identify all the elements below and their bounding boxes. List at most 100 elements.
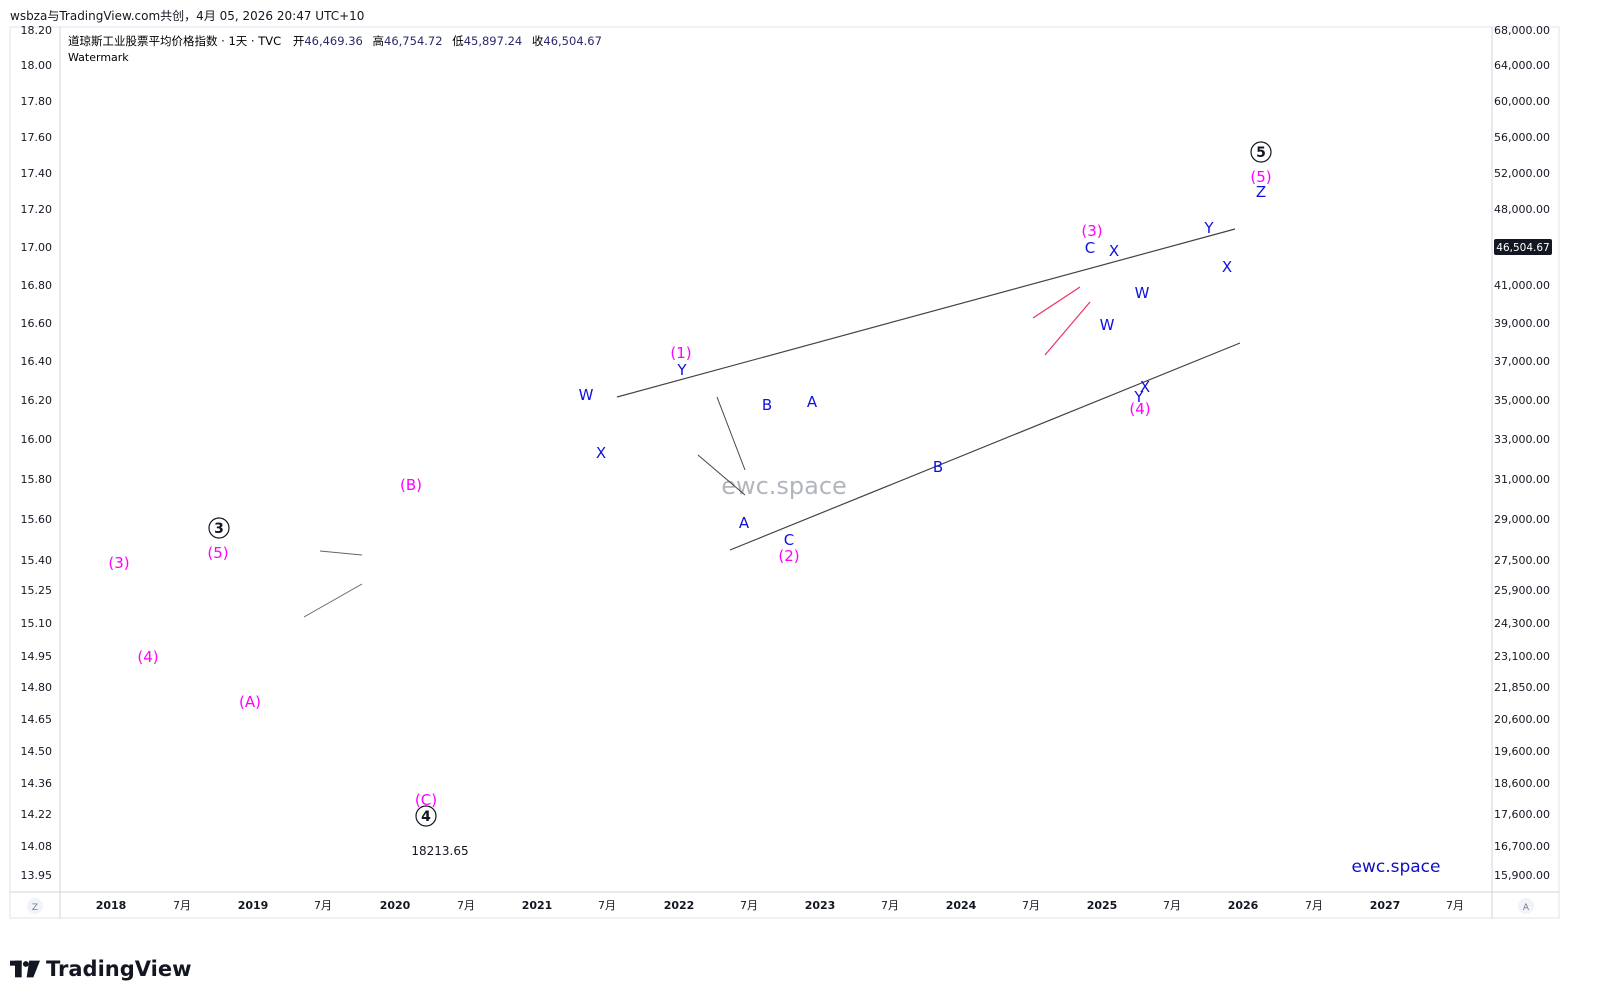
wave-label: 3 bbox=[214, 521, 224, 537]
right-axis-tick: 52,000.00 bbox=[1494, 167, 1550, 180]
left-axis-tick: 18.20 bbox=[21, 24, 53, 37]
wave-label: X bbox=[1109, 242, 1119, 260]
wave-label-circle bbox=[208, 517, 230, 539]
wedge-line-a[interactable] bbox=[697, 454, 746, 496]
left-axis-tick: 17.80 bbox=[21, 95, 53, 108]
wave-label: (C) bbox=[415, 791, 437, 809]
left-axis-tick: 17.40 bbox=[21, 167, 53, 180]
right-axis-tick: 31,000.00 bbox=[1494, 473, 1550, 486]
left-axis-tick: 16.80 bbox=[21, 279, 53, 292]
wave-label: B bbox=[762, 396, 772, 414]
wave-labels: (3)(4)(5)3(A)(B)(C)418213.65WX(1)YABC(2)… bbox=[108, 141, 1272, 858]
time-axis-tick: 2022 bbox=[664, 899, 695, 912]
right-axis-tick: 24,300.00 bbox=[1494, 617, 1550, 630]
watermark-corner: ewc.space bbox=[1352, 857, 1441, 877]
left-axis-tick: 17.60 bbox=[21, 131, 53, 144]
log-scale-button[interactable] bbox=[27, 898, 43, 914]
left-axis-tick: 13.95 bbox=[21, 869, 53, 882]
time-axis-tick: 2019 bbox=[238, 899, 269, 912]
watermark-center: ewc.space bbox=[721, 472, 847, 500]
left-axis-tick: 14.22 bbox=[21, 808, 53, 821]
time-axis-tick: 2018 bbox=[96, 899, 127, 912]
ohlc-low-value: 45,897.24 bbox=[464, 34, 523, 48]
time-axis-tick: 7月 bbox=[881, 899, 899, 912]
time-axis-tick: 2020 bbox=[380, 899, 411, 912]
triangle-line-upper[interactable] bbox=[319, 550, 363, 556]
left-axis-tick: 16.60 bbox=[21, 317, 53, 330]
wave-label: 4 bbox=[421, 809, 431, 825]
ohlc-close-label: 收 bbox=[532, 34, 544, 48]
auto-scale-button[interactable] bbox=[1518, 898, 1534, 914]
triangle-line-lower[interactable] bbox=[303, 583, 363, 618]
last-price-tag bbox=[1494, 239, 1552, 255]
time-axis-tick: 7月 bbox=[1163, 899, 1181, 912]
left-axis-tick: 17.20 bbox=[21, 203, 53, 216]
red-channel-lower[interactable] bbox=[1044, 301, 1091, 356]
right-axis-tick: 68,000.00 bbox=[1494, 24, 1550, 37]
wave-label: (3) bbox=[108, 554, 129, 572]
red-channel-upper[interactable] bbox=[1032, 286, 1081, 319]
wave-label: 18213.65 bbox=[411, 844, 468, 858]
time-axis-tick: 7月 bbox=[1446, 899, 1464, 912]
left-axis-tick: 14.50 bbox=[21, 745, 53, 758]
wave-label: (5) bbox=[207, 544, 228, 562]
right-axis-tick: 35,000.00 bbox=[1494, 394, 1550, 407]
right-axis-tick: 16,700.00 bbox=[1494, 840, 1550, 853]
brand-name: TradingView bbox=[46, 957, 192, 981]
left-axis-tick: 14.65 bbox=[21, 713, 53, 726]
right-axis-tick: 41,000.00 bbox=[1494, 279, 1550, 292]
ohlc-high-value: 46,754.72 bbox=[384, 34, 443, 48]
ohlc-close-value: 46,504.67 bbox=[543, 34, 602, 48]
attribution-text: wsbza与TradingView.com共创，4月 05, 2026 20:4… bbox=[10, 9, 365, 23]
wave-label: Y bbox=[676, 361, 687, 379]
wave-label: (B) bbox=[400, 476, 422, 494]
left-axis[interactable]: 18.20 18.00 17.80 17.60 17.40 17.20 17.00 16.80… bbox=[21, 24, 53, 882]
right-axis-tick: 56,000.00 bbox=[1494, 131, 1550, 144]
wave-label: (4) bbox=[1129, 400, 1150, 418]
wave-label: W bbox=[1100, 316, 1115, 334]
tradingview-logo-icon bbox=[10, 960, 40, 978]
left-axis-tick: 14.08 bbox=[21, 840, 53, 853]
wedge-line-b[interactable] bbox=[716, 396, 746, 471]
right-axis-tick: 21,850.00 bbox=[1494, 681, 1550, 694]
wave-label: Y bbox=[1203, 219, 1214, 237]
time-axis-tick: 2021 bbox=[522, 899, 553, 912]
wave-label: 5 bbox=[1256, 145, 1266, 161]
time-axis[interactable]: 2018 7月 2019 7月 2020 7月 2021 7月 2022 7月 2023 7月 2024… bbox=[96, 899, 1464, 912]
upper-trendline[interactable] bbox=[616, 228, 1236, 398]
left-axis-tick: 15.25 bbox=[21, 584, 53, 597]
right-axis-tick: 15,900.00 bbox=[1494, 869, 1550, 882]
left-axis-tick: 16.00 bbox=[21, 433, 53, 446]
lower-trendline[interactable] bbox=[729, 342, 1241, 551]
left-axis-tick: 16.40 bbox=[21, 355, 53, 368]
right-axis-tick: 48,000.00 bbox=[1494, 203, 1550, 216]
wave-label: C bbox=[784, 531, 794, 549]
right-axis-tick: 60,000.00 bbox=[1494, 95, 1550, 108]
right-axis-tick: 23,100.00 bbox=[1494, 650, 1550, 663]
left-axis-tick: 17.00 bbox=[21, 241, 53, 254]
right-axis[interactable]: 68,000.00 64,000.00 60,000.00 56,000.00 52,0… bbox=[1494, 24, 1550, 882]
right-axis-tick: 18,600.00 bbox=[1494, 777, 1550, 790]
wave-label: X bbox=[1222, 258, 1232, 276]
right-axis-tick: 27,500.00 bbox=[1494, 554, 1550, 567]
left-axis-tick: 15.10 bbox=[21, 617, 53, 630]
right-axis-tick: 25,900.00 bbox=[1494, 584, 1550, 597]
chart-frame bbox=[9, 26, 1560, 919]
right-axis-tick: 39,000.00 bbox=[1494, 317, 1550, 330]
wave-label: Z bbox=[1256, 183, 1266, 201]
time-axis-tick: 7月 bbox=[598, 899, 616, 912]
right-axis-tick: 19,600.00 bbox=[1494, 745, 1550, 758]
left-axis-tick: 16.20 bbox=[21, 394, 53, 407]
left-axis-tick: 14.95 bbox=[21, 650, 53, 663]
right-axis-tick: 20,600.00 bbox=[1494, 713, 1550, 726]
time-axis-tick: 7月 bbox=[1022, 899, 1040, 912]
time-axis-tick: 7月 bbox=[314, 899, 332, 912]
wave-label: (5) bbox=[1250, 168, 1271, 186]
wave-label: W bbox=[1135, 284, 1150, 302]
time-axis-tick: 7月 bbox=[173, 899, 191, 912]
tradingview-brand[interactable]: TradingView bbox=[10, 955, 191, 983]
ohlc-open-value: 46,469.36 bbox=[304, 34, 363, 48]
wave-label: X bbox=[1140, 378, 1150, 396]
left-axis-tick: 15.40 bbox=[21, 554, 53, 567]
